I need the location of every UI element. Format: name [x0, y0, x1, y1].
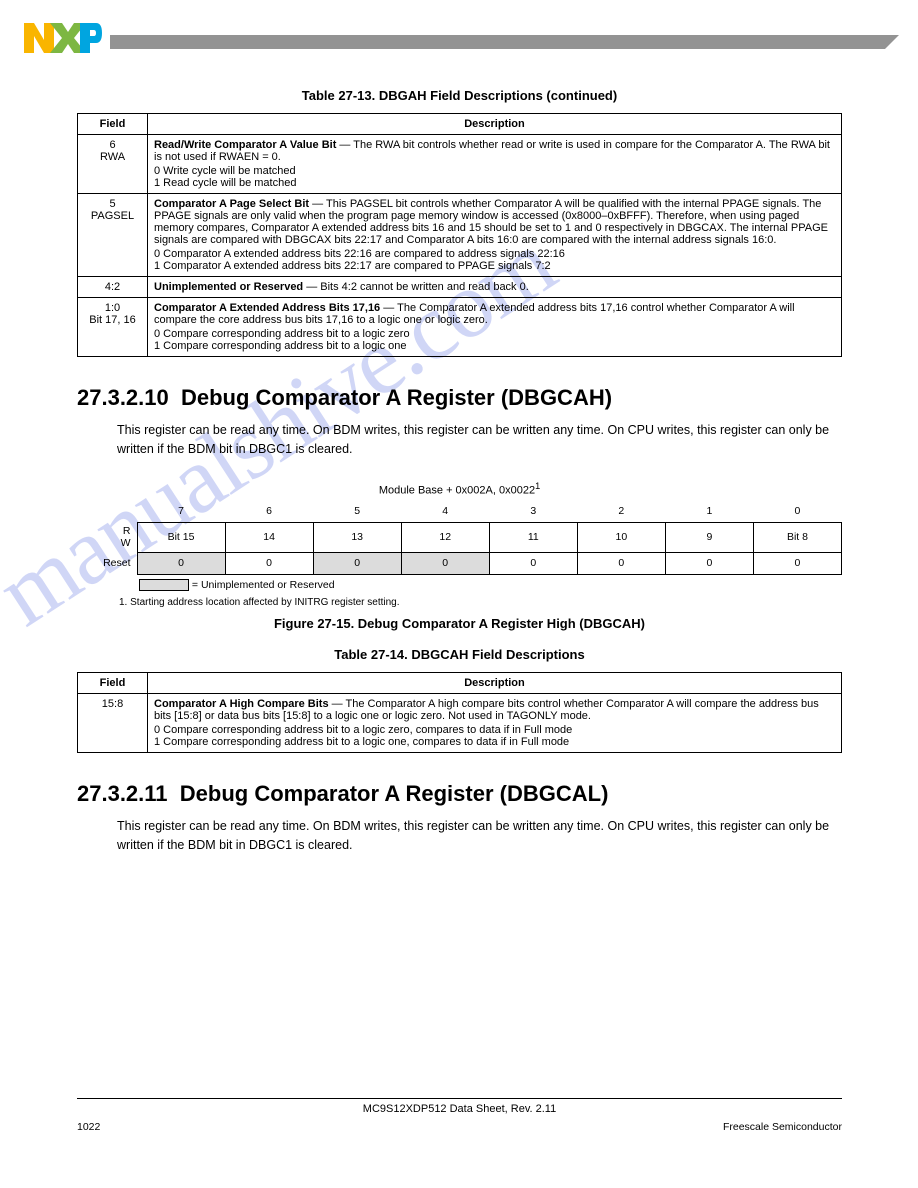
- shaded-swatch: [139, 579, 189, 591]
- reset-row: Reset 0 0 0 0 0 0 0 0: [77, 552, 842, 574]
- table27-header-desc: Description: [148, 114, 842, 135]
- unimpl-note: = Unimplemented or Reserved: [77, 579, 842, 591]
- table-row: 4:2 Unimplemented or Reserved — Bits 4:2…: [78, 277, 842, 298]
- section2-number: 27.3.2.11: [77, 781, 168, 806]
- reset-val: 0: [225, 552, 313, 574]
- desc-cell: Comparator A Extended Address Bits 17,16…: [148, 298, 842, 357]
- header-rule: [110, 35, 885, 49]
- footer-page: 1022: [77, 1121, 100, 1133]
- reg-address-text: Module Base + 0x002A, 0x0022: [379, 484, 535, 496]
- field-name: Comparator A Page Select Bit: [154, 198, 309, 210]
- bit-value: 1 Compare corresponding address bit to a…: [154, 736, 835, 748]
- table-row: 6RWA Read/Write Comparator A Value Bit —…: [78, 135, 842, 194]
- section-number: 27.3.2.10: [77, 385, 169, 410]
- section2-title: Debug Comparator A Register (DBGCAL): [180, 781, 609, 806]
- field-name: Comparator A Extended Address Bits 17,16: [154, 302, 380, 314]
- bitname: Bit 8: [753, 522, 841, 552]
- reset-val: 0: [577, 552, 665, 574]
- bitname: Bit 15: [137, 522, 225, 552]
- bitfield-table: 7 6 5 4 3 2 1 0 RW Bit 15 14 13 12 11 10…: [77, 500, 842, 575]
- table-row: 15:8 Comparator A High Compare Bits — Th…: [78, 693, 842, 752]
- table27-header-row: Field Description: [78, 114, 842, 135]
- field-cell: 4:2: [78, 277, 148, 298]
- footer-row: 1022 Freescale Semiconductor: [77, 1121, 842, 1133]
- bitnum: 4: [401, 500, 489, 522]
- figure-footnote: 1. Starting address location affected by…: [77, 597, 842, 608]
- name-row: RW Bit 15 14 13 12 11 10 9 Bit 8: [77, 522, 842, 552]
- bitname: 10: [577, 522, 665, 552]
- reset-val: 0: [753, 552, 841, 574]
- register-figure: Module Base + 0x002A, 0x00221 7 6 5 4 3 …: [77, 481, 842, 631]
- field-cell: 5PAGSEL: [78, 194, 148, 277]
- field-name: Comparator A High Compare Bits: [154, 698, 329, 710]
- table27: Field Description 6RWA Read/Write Compar…: [77, 113, 842, 357]
- rw-label: RW: [77, 522, 137, 552]
- bitnum: 0: [753, 500, 841, 522]
- blank-cell: [77, 500, 137, 522]
- table28-title: Table 27-14. DBGCAH Field Descriptions: [77, 647, 842, 662]
- reset-val: 0: [401, 552, 489, 574]
- reg-address: Module Base + 0x002A, 0x00221: [77, 481, 842, 497]
- section-heading: 27.3.2.10 Debug Comparator A Register (D…: [77, 385, 842, 411]
- field-name: Unimplemented or Reserved: [154, 281, 303, 293]
- section2-para: This register can be read any time. On B…: [77, 817, 842, 855]
- logo-svg: [22, 18, 102, 58]
- bitname: 13: [313, 522, 401, 552]
- footer-company: Freescale Semiconductor: [723, 1121, 842, 1133]
- table28-header-field: Field: [78, 672, 148, 693]
- figure-caption: Figure 27-15. Debug Comparator A Registe…: [77, 616, 842, 631]
- field-cell: 1:0Bit 17, 16: [78, 298, 148, 357]
- field-cell: 15:8: [78, 693, 148, 752]
- bitnum: 7: [137, 500, 225, 522]
- table27-header-field: Field: [78, 114, 148, 135]
- table-row: 5PAGSEL Comparator A Page Select Bit — T…: [78, 194, 842, 277]
- reset-val: 0: [665, 552, 753, 574]
- bit-value: 1 Read cycle will be matched: [154, 177, 835, 189]
- field-text: — Bits 4:2 cannot be written and read ba…: [303, 281, 529, 293]
- bitnum: 2: [577, 500, 665, 522]
- desc-cell: Read/Write Comparator A Value Bit — The …: [148, 135, 842, 194]
- field-name: Read/Write Comparator A Value Bit: [154, 139, 336, 151]
- bitnum: 6: [225, 500, 313, 522]
- footer-doc: MC9S12XDP512 Data Sheet, Rev. 2.11: [77, 1103, 842, 1115]
- bitname: 12: [401, 522, 489, 552]
- bitname: 14: [225, 522, 313, 552]
- bitnum: 3: [489, 500, 577, 522]
- unimpl-text: = Unimplemented or Reserved: [192, 579, 335, 591]
- reset-val: 0: [313, 552, 401, 574]
- reset-val: 0: [489, 552, 577, 574]
- bit-value: 0 Comparator A extended address bits 22:…: [154, 248, 835, 260]
- table28: Field Description 15:8 Comparator A High…: [77, 672, 842, 753]
- bit-value: 1 Comparator A extended address bits 22:…: [154, 260, 835, 272]
- page-footer: MC9S12XDP512 Data Sheet, Rev. 2.11 1022 …: [77, 1098, 842, 1133]
- bitname: 9: [665, 522, 753, 552]
- table-row: 1:0Bit 17, 16 Comparator A Extended Addr…: [78, 298, 842, 357]
- bitnum: 5: [313, 500, 401, 522]
- bit-value: 1 Compare corresponding address bit to a…: [154, 340, 835, 352]
- bit-value: 0 Compare corresponding address bit to a…: [154, 724, 835, 736]
- section-para: This register can be read any time. On B…: [77, 421, 842, 459]
- field-cell: 6RWA: [78, 135, 148, 194]
- desc-cell: Comparator A High Compare Bits — The Com…: [148, 693, 842, 752]
- bit-value: 0 Compare corresponding address bit to a…: [154, 328, 835, 340]
- table27-title: Table 27-13. DBGAH Field Descriptions (c…: [77, 88, 842, 103]
- reset-label: Reset: [77, 552, 137, 574]
- reset-val: 0: [137, 552, 225, 574]
- desc-cell: Unimplemented or Reserved — Bits 4:2 can…: [148, 277, 842, 298]
- bitnum: 1: [665, 500, 753, 522]
- table28-header-row: Field Description: [78, 672, 842, 693]
- table28-header-desc: Description: [148, 672, 842, 693]
- desc-cell: Comparator A Page Select Bit — This PAGS…: [148, 194, 842, 277]
- footnote-text: Starting address location affected by IN…: [130, 597, 399, 608]
- section-title: Debug Comparator A Register (DBGCAH): [181, 385, 612, 410]
- section2-heading: 27.3.2.11 Debug Comparator A Register (D…: [77, 781, 842, 807]
- page-content: Table 27-13. DBGAH Field Descriptions (c…: [77, 88, 842, 864]
- bitnum-row: 7 6 5 4 3 2 1 0: [77, 500, 842, 522]
- bitname: 11: [489, 522, 577, 552]
- bit-value: 0 Write cycle will be matched: [154, 165, 835, 177]
- nxp-logo: [22, 18, 102, 58]
